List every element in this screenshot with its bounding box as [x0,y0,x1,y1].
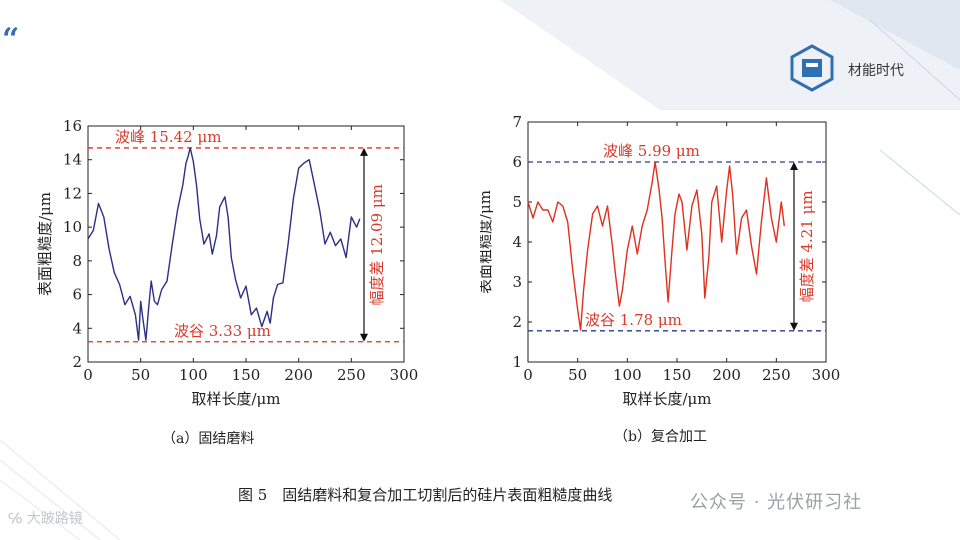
y-tick-label: 16 [63,117,82,135]
x-axis-label: 取样长度/μm [622,390,711,408]
range-arrow-head-top [360,147,368,156]
x-tick-label: 200 [712,366,741,384]
subtitle-b: （b）复合加工 [614,429,707,445]
x-tick-label: 0 [83,366,93,384]
x-tick-label: 150 [232,366,261,384]
range-label: 幅度差 4.21 μm [798,190,816,302]
x-tick-label: 150 [663,366,692,384]
y-tick-label: 2 [512,313,522,331]
brand-name: 材能时代 [848,63,904,79]
series-line [87,147,361,341]
y-tick-label: 6 [512,153,522,171]
quote-mark: “ [2,22,20,57]
y-tick-label: 14 [63,151,82,169]
range-label: 幅度差 12.09 μm [368,184,386,305]
peak-label: 波峰 15.42 μm [115,128,221,146]
y-tick-label: 4 [512,233,522,251]
x-tick-label: 50 [131,366,150,384]
y-tick-label: 10 [63,218,82,236]
subtitle-a: （a）固结磨料 [162,431,255,447]
chart-a: 0 50 100 150 200 250 300 2 4 6 8 10 12 14 16 取样长度/μm 表面粗… [36,117,419,408]
y-tick-label: 1 [512,353,522,371]
x-tick-label: 300 [812,366,841,384]
y-axis-label: 表面粗糙度/μm [36,192,54,296]
y-axis-label: 表面粗糙度/μm [480,190,494,294]
y-tick-label: 6 [72,286,82,304]
x-tick-label: 300 [390,366,419,384]
y-tick-label: 2 [72,353,82,371]
x-tick-label: 250 [337,366,366,384]
peak-label: 波峰 5.99 μm [603,142,700,160]
y-tick-label: 5 [512,193,522,211]
range-arrow-head-bottom [360,333,368,342]
x-tick-label: 0 [523,366,533,384]
watermark-text: 公众号 · 光伏研习社 [690,492,863,513]
brand-logo-icon [790,44,834,92]
y-tick-label: 7 [512,113,522,131]
y-tick-label: 3 [512,273,522,291]
x-tick-label: 50 [568,366,587,384]
x-tick-label: 200 [284,366,313,384]
range-arrow-head-top [790,162,798,170]
y-tick-label: 4 [72,319,82,337]
y-tick-label: 12 [63,184,82,202]
chart-b: 0 50 100 150 200 250 300 1 2 3 4 5 6 7 取样长度/μm 表面粗糙度/μm… [480,113,841,408]
y-tick-label: 8 [72,252,82,270]
series-line [527,161,785,331]
range-arrow-head-bottom [790,322,798,331]
x-tick-label: 100 [613,366,642,384]
figure-caption: 图 5 固结磨料和复合加工切割后的硅片表面粗糙度曲线 [238,486,613,504]
x-tick-label: 100 [179,366,208,384]
valley-label: 波谷 3.33 μm [174,322,271,340]
x-axis-label: 取样长度/μm [191,390,280,408]
watermark-bottom-left: ℅ 大跛路镜 [8,511,83,527]
valley-label: 波谷 1.78 μm [585,311,682,329]
x-tick-label: 250 [762,366,791,384]
